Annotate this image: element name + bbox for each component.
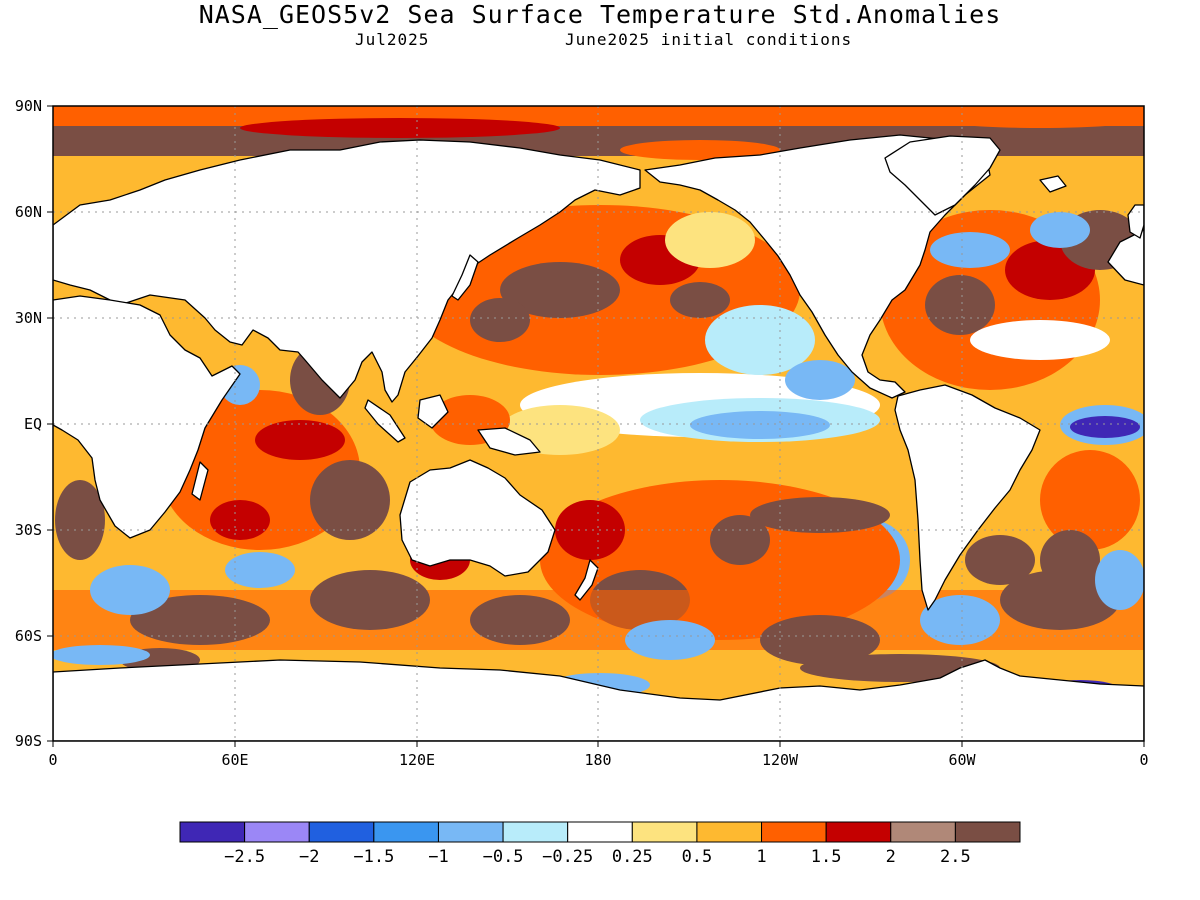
- new-guinea-island: [477, 427, 541, 456]
- legend-label: −0.5: [483, 847, 524, 867]
- legend-swatch: [502, 821, 569, 843]
- madagascar: [191, 461, 209, 501]
- south-america-landmass: [894, 384, 1041, 611]
- anomaly-patch: [310, 460, 390, 540]
- borneo-island: [417, 394, 449, 429]
- initial-conditions: June2025 initial conditions: [565, 30, 853, 49]
- anomaly-patch: [470, 595, 570, 645]
- legend-label: 1.5: [811, 847, 842, 867]
- legend-swatch: [890, 821, 956, 843]
- british-isles: [1127, 204, 1144, 239]
- legend-label: 0.25: [612, 847, 653, 867]
- legend-label: −0.25: [542, 847, 593, 867]
- grid-lines: [53, 106, 1144, 741]
- lat-label: 30S: [15, 521, 42, 539]
- lon-label: 60W: [948, 751, 976, 769]
- anomaly-patch: [760, 615, 880, 665]
- anomaly-patch: [555, 500, 625, 560]
- greenland-landmass: [884, 135, 1001, 216]
- legend-label: −2: [299, 847, 319, 867]
- australia-landmass: [399, 459, 556, 577]
- lat-label: 60N: [15, 203, 42, 221]
- legend-label: −1.5: [353, 847, 394, 867]
- legend-swatch: [567, 821, 633, 843]
- anomaly-patch: [1030, 212, 1090, 248]
- anomaly-patch: [940, 112, 1140, 128]
- anomaly-patch: [240, 118, 560, 138]
- anomaly-patch: [665, 212, 755, 268]
- longitude-labels: 0 60E 120E 180 120W 60W 0: [48, 751, 1148, 769]
- anomaly-patch: [1070, 416, 1140, 438]
- legend-swatch: [179, 821, 246, 843]
- antarctica-landmass: [53, 659, 1144, 741]
- anomaly-patch: [705, 305, 815, 375]
- anomaly-patch: [210, 500, 270, 540]
- lon-label: 60E: [221, 751, 248, 769]
- legend-swatch: [308, 821, 375, 843]
- anomaly-patch: [620, 140, 780, 160]
- anomaly-patch: [255, 420, 345, 460]
- legend-swatch: [761, 821, 827, 843]
- anomaly-patch: [1095, 550, 1144, 610]
- anomaly-patch: [925, 275, 995, 335]
- legend-label: 1: [756, 847, 766, 867]
- anomaly-patch: [470, 298, 530, 342]
- anomaly-patch: [710, 515, 770, 565]
- anomaly-patch: [90, 565, 170, 615]
- legend-label: 2.5: [940, 847, 971, 867]
- iceland-island: [1039, 175, 1067, 193]
- legend-swatch: [244, 821, 310, 843]
- forecast-month: Jul2025: [355, 30, 430, 49]
- lat-label: EQ: [24, 415, 42, 433]
- lon-label: 120E: [399, 751, 435, 769]
- anomaly-patch: [500, 262, 620, 318]
- anomaly-patch: [1040, 530, 1100, 590]
- anomaly-patch: [690, 411, 830, 439]
- legend-swatch: [373, 821, 439, 843]
- anomaly-patch: [965, 535, 1035, 585]
- lon-label: 0: [1139, 751, 1148, 769]
- anomaly-patch: [970, 320, 1110, 360]
- legend-swatch: [631, 821, 698, 843]
- anomaly-patch: [225, 552, 295, 588]
- anomaly-patch: [53, 645, 150, 665]
- map-title: NASA_GEOS5v2 Sea Surface Temperature Std…: [198, 0, 1002, 29]
- anomaly-patch: [785, 360, 855, 400]
- legend-label: 2: [886, 847, 896, 867]
- lat-label: 30N: [15, 309, 42, 327]
- anomaly-patch: [310, 570, 430, 630]
- legend-swatch: [696, 821, 763, 843]
- anomaly-patch: [55, 480, 105, 560]
- legend-label: −2.5: [224, 847, 265, 867]
- legend-label: 0.5: [682, 847, 713, 867]
- lon-label: 180: [584, 751, 611, 769]
- anomaly-patch: [1040, 450, 1140, 550]
- lon-label: 0: [48, 751, 57, 769]
- lat-label: 60S: [15, 627, 42, 645]
- latitude-labels: 90N 60N 30N EQ 30S 60S 90S: [15, 97, 42, 750]
- anomaly-patch: [930, 232, 1010, 268]
- lon-label: 120W: [762, 751, 799, 769]
- legend-swatch: [825, 821, 892, 843]
- anomaly-patch: [750, 497, 890, 533]
- eurasia-landmass: [53, 139, 641, 403]
- iberia-edge: [1107, 229, 1144, 286]
- japan-islands: [451, 254, 479, 301]
- legend-swatch: [437, 821, 504, 843]
- anomaly-patch: [920, 595, 1000, 645]
- anomaly-patch: [1000, 570, 1120, 630]
- sumatra-island: [364, 399, 406, 443]
- legend-swatch: [954, 821, 1021, 843]
- lat-label: 90N: [15, 97, 42, 115]
- lat-label: 90S: [15, 732, 42, 750]
- anomaly-patch: [670, 282, 730, 318]
- anomaly-patch: [625, 620, 715, 660]
- legend-label: −1: [428, 847, 448, 867]
- africa-landmass: [53, 295, 241, 539]
- colorbar-legend: −2.5 −2 −1.5 −1 −0.5 −0.25 0.25 0.5 1 1.5 2 2.5: [179, 821, 1021, 867]
- axis-ticks: [47, 105, 1145, 747]
